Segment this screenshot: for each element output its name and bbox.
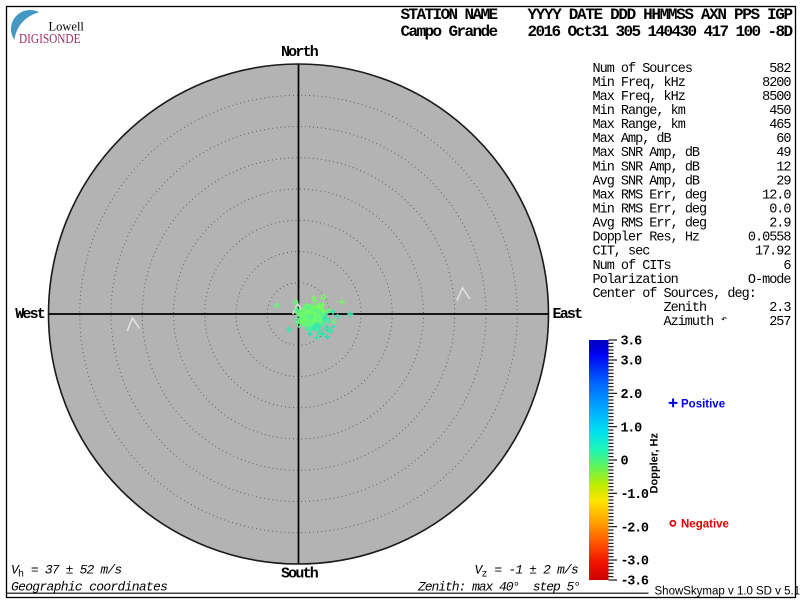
svg-text:Vh = 37 ± 52 m/s: Vh = 37 ± 52 m/s — [11, 563, 121, 581]
svg-text:Positive: Positive — [681, 399, 725, 411]
svg-text:0.0558: 0.0558 — [748, 231, 792, 246]
svg-text:6: 6 — [783, 259, 791, 274]
svg-text:450: 450 — [769, 104, 791, 119]
svg-text:SD v 5.1: SD v 5.1 — [756, 586, 800, 598]
svg-text:Geographic coordinates: Geographic coordinates — [11, 580, 167, 595]
svg-text:Num of CITs: Num of CITs — [593, 259, 671, 274]
svg-text:60: 60 — [776, 132, 791, 147]
svg-text:17.92: 17.92 — [755, 245, 791, 260]
svg-text:Azimuth: Azimuth — [664, 315, 714, 330]
svg-text:12.0: 12.0 — [762, 188, 791, 203]
svg-text:-3.6: -3.6 — [621, 575, 649, 590]
svg-text:0.0: 0.0 — [769, 203, 791, 218]
svg-text:Avg RMS Err, deg: Avg RMS Err, deg — [593, 217, 707, 232]
svg-text:582: 582 — [769, 62, 791, 77]
svg-text:Max Freq, kHz: Max Freq, kHz — [593, 90, 686, 105]
svg-text:2016 Oct31 305 140430 417 100: 2016 Oct31 305 140430 417 100 -8D — [528, 23, 793, 41]
svg-text:12: 12 — [776, 160, 791, 175]
svg-text:Max Amp, dB: Max Amp, dB — [593, 132, 672, 147]
svg-text:Zenith: max 40° step 5°: Zenith: max 40° step 5° — [417, 580, 580, 595]
svg-text:49: 49 — [776, 146, 791, 161]
svg-text:Min Range, km: Min Range, km — [593, 104, 686, 119]
svg-text:Negative: Negative — [681, 518, 729, 530]
svg-text:3.0: 3.0 — [621, 355, 643, 370]
svg-text:-3.0: -3.0 — [621, 555, 649, 570]
svg-text:O-mode: O-mode — [748, 273, 792, 288]
svg-text:Avg SNR Amp, dB: Avg SNR Amp, dB — [593, 174, 700, 189]
svg-text:8200: 8200 — [762, 76, 791, 91]
svg-text:257: 257 — [769, 315, 791, 330]
svg-text:0: 0 — [621, 455, 629, 470]
svg-text:Max SNR Amp, dB: Max SNR Amp, dB — [593, 146, 700, 161]
svg-text:465: 465 — [769, 118, 791, 133]
svg-text:Max RMS Err, deg: Max RMS Err, deg — [593, 188, 707, 203]
svg-text:2.3: 2.3 — [769, 301, 791, 316]
svg-text:2.9: 2.9 — [769, 217, 791, 232]
svg-text:29: 29 — [776, 174, 791, 189]
svg-text:YYYY DATE DDD HHMMSS AXN PPS: YYYY DATE DDD HHMMSS AXN PPS IGP — [528, 6, 793, 24]
svg-text:Vz = -1 ± 2 m/s: Vz = -1 ± 2 m/s — [475, 563, 578, 581]
svg-text:Doppler Res, Hz: Doppler Res, Hz — [593, 231, 700, 246]
svg-text:-2.0: -2.0 — [621, 521, 649, 536]
svg-text:East: East — [553, 306, 583, 323]
svg-text:South: South — [281, 565, 319, 582]
svg-text:Campo Grande: Campo Grande — [401, 23, 498, 41]
svg-text:North: North — [281, 44, 319, 61]
svg-text:Zenith: Zenith — [664, 301, 707, 316]
svg-text:Max Range, km: Max Range, km — [593, 118, 686, 133]
svg-text:3.6: 3.6 — [621, 335, 643, 350]
svg-text:↶: ↶ — [721, 315, 727, 326]
svg-text:Doppler, Hz: Doppler, Hz — [649, 432, 661, 493]
svg-text:2.0: 2.0 — [621, 388, 643, 403]
svg-text:West: West — [15, 306, 45, 323]
svg-text:Polarization: Polarization — [593, 273, 678, 288]
svg-text:ShowSkymap v 1.0: ShowSkymap v 1.0 — [655, 586, 753, 598]
svg-text:Min Freq, kHz: Min Freq, kHz — [593, 76, 686, 91]
svg-text:Lowell: Lowell — [49, 20, 85, 34]
svg-text:-1.0: -1.0 — [621, 488, 649, 503]
svg-text:8500: 8500 — [762, 90, 791, 105]
svg-text:STATION NAME: STATION NAME — [401, 6, 498, 24]
svg-text:Center of Sources, deg:: Center of Sources, deg: — [593, 287, 756, 302]
svg-text:CIT, sec: CIT, sec — [593, 245, 651, 260]
svg-text:DIGISONDE: DIGISONDE — [19, 31, 81, 46]
svg-text:Num of Sources: Num of Sources — [593, 62, 692, 77]
svg-text:1.0: 1.0 — [621, 421, 643, 436]
svg-text:Min SNR Amp, dB: Min SNR Amp, dB — [593, 160, 700, 175]
svg-text:Min RMS Err, deg: Min RMS Err, deg — [593, 203, 707, 218]
